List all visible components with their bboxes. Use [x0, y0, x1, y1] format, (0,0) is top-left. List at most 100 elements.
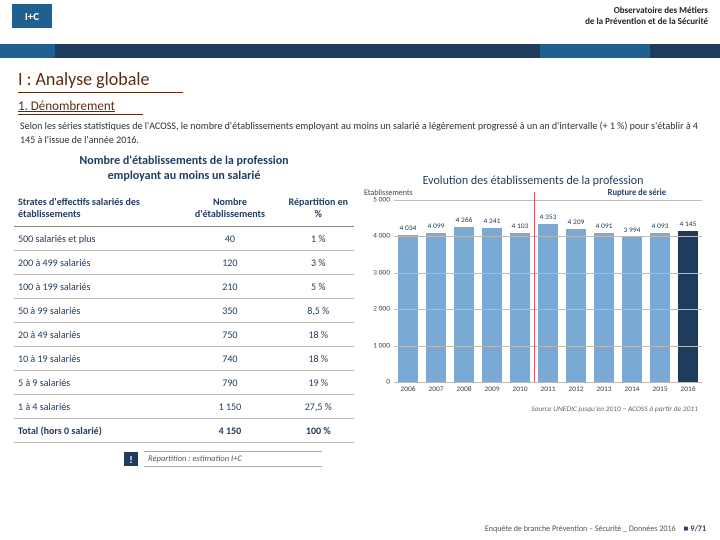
- bar: [650, 233, 671, 382]
- bar-value-label: 4 103: [512, 222, 529, 231]
- table-cell: 27,5 %: [283, 395, 354, 419]
- logo: I+C: [12, 4, 52, 28]
- table-cell: 1 150: [177, 395, 282, 419]
- x-tick: 2011: [540, 385, 555, 394]
- bar: [594, 233, 615, 382]
- table-cell: 500 salariés et plus: [14, 227, 177, 251]
- table-cell: 3 %: [283, 251, 354, 275]
- grid-line: [394, 382, 702, 383]
- table-col1: Strates d'effectifs salariés des établis…: [14, 192, 177, 227]
- table-row: 5 à 9 salariés79019 %: [14, 371, 354, 395]
- bar: [566, 229, 587, 382]
- bar-slot: 4 2662008: [450, 200, 478, 382]
- page-footer: Enquête de branche Prévention – Sécurité…: [0, 524, 720, 534]
- bar-slot: 4 3532011: [534, 200, 562, 382]
- bar-slot: 4 0342006: [394, 200, 422, 382]
- table-cell: 740: [177, 347, 282, 371]
- header: I+C Observatoire des Métiers de la Préve…: [0, 0, 720, 44]
- subsection-heading: 1. Dénombrement: [18, 99, 143, 115]
- bar-value-label: 4 353: [540, 213, 557, 222]
- bar: [482, 228, 503, 382]
- table-cell: 100 à 199 salariés: [14, 275, 177, 299]
- table-cell: 5 à 9 salariés: [14, 371, 177, 395]
- table-cell: 5 %: [283, 275, 354, 299]
- bar-slot: 4 0992007: [422, 200, 450, 382]
- bar-value-label: 4 034: [400, 224, 417, 233]
- bar-slot: 4 2412009: [478, 200, 506, 382]
- x-tick: 2016: [680, 385, 695, 394]
- bar-slot: 4 1032010: [506, 200, 534, 382]
- x-tick: 2010: [512, 385, 527, 394]
- chart-source: Source UNEDIC jusqu'en 2010 – ACOSS à pa…: [531, 405, 698, 414]
- y-tick: 0: [364, 378, 390, 387]
- bar-slot: 4 1452016: [674, 200, 702, 382]
- rupture-label: Rupture de série: [608, 188, 666, 198]
- bar: [678, 231, 699, 382]
- establishments-table: Strates d'effectifs salariés des établis…: [14, 192, 354, 443]
- table-panel: Nombre d'établissements de la profession…: [14, 154, 354, 467]
- table-cell: 50 à 99 salariés: [14, 299, 177, 323]
- color-stripe: [0, 44, 720, 58]
- y-tick: 2 000: [364, 305, 390, 314]
- x-tick: 2006: [400, 385, 415, 394]
- table-total-row: Total (hors 0 salarié)4 150100 %: [14, 419, 354, 443]
- bar-value-label: 4 091: [596, 222, 613, 231]
- table-cell: 790: [177, 371, 282, 395]
- table-cell: 100 %: [283, 419, 354, 443]
- table-cell: 4 150: [177, 419, 282, 443]
- bar-slot: 3 9942014: [618, 200, 646, 382]
- table-title: Nombre d'établissements de la profession…: [14, 154, 354, 184]
- table-row: 20 à 49 salariés75018 %: [14, 323, 354, 347]
- bar-value-label: 4 241: [484, 217, 501, 226]
- x-tick: 2013: [596, 385, 611, 394]
- x-tick: 2015: [652, 385, 667, 394]
- table-cell: 18 %: [283, 323, 354, 347]
- table-col2: Nombre d'établissements: [177, 192, 282, 227]
- bar: [426, 233, 447, 382]
- intro-paragraph: Selon les séries statistiques de l'ACOSS…: [20, 119, 700, 146]
- x-tick: 2009: [484, 385, 499, 394]
- y-tick: 3 000: [364, 268, 390, 277]
- bar: [454, 227, 475, 382]
- table-cell: 18 %: [283, 347, 354, 371]
- table-note: ! Répartition : estimation I+C: [124, 451, 354, 467]
- y-tick: 4 000: [364, 232, 390, 241]
- table-cell: 40: [177, 227, 282, 251]
- bar: [538, 224, 559, 382]
- footer-survey: Enquête de branche Prévention – Sécurité…: [485, 524, 676, 534]
- table-cell: 200 à 499 salariés: [14, 251, 177, 275]
- x-tick: 2007: [428, 385, 443, 394]
- footer-page: ■9/71: [684, 524, 706, 534]
- table-cell: 350: [177, 299, 282, 323]
- x-tick: 2014: [624, 385, 639, 394]
- grid-line: [394, 200, 702, 201]
- note-text: Répartition : estimation I+C: [144, 451, 322, 467]
- table-row: 1 à 4 salariés1 15027,5 %: [14, 395, 354, 419]
- y-tick: 5 000: [364, 196, 390, 205]
- bar-value-label: 4 099: [428, 222, 445, 231]
- chart-title: Evolution des établissements de la profe…: [360, 174, 706, 188]
- table-cell: 8,5 %: [283, 299, 354, 323]
- x-tick: 2008: [456, 385, 471, 394]
- bar-value-label: 4 209: [568, 218, 585, 227]
- table-row: 200 à 499 salariés1203 %: [14, 251, 354, 275]
- bar-chart: Etablissements Rupture de série 4 034200…: [364, 200, 702, 400]
- y-tick: 1 000: [364, 341, 390, 350]
- grid-line: [394, 309, 702, 310]
- table-cell: 750: [177, 323, 282, 347]
- table-cell: 10 à 19 salariés: [14, 347, 177, 371]
- bar-slot: 4 0932015: [646, 200, 674, 382]
- bar-value-label: 3 994: [624, 226, 641, 235]
- bar: [510, 233, 531, 382]
- table-row: 100 à 199 salariés2105 %: [14, 275, 354, 299]
- table-cell: 120: [177, 251, 282, 275]
- bar-value-label: 4 266: [456, 216, 473, 225]
- table-row: 10 à 19 salariés74018 %: [14, 347, 354, 371]
- x-tick: 2012: [568, 385, 583, 394]
- table-cell: Total (hors 0 salarié): [14, 419, 177, 443]
- bar-value-label: 4 093: [652, 222, 669, 231]
- table-row: 500 salariés et plus401 %: [14, 227, 354, 251]
- table-cell: 210: [177, 275, 282, 299]
- section-heading: I : Analyse globale: [18, 68, 183, 93]
- grid-line: [394, 346, 702, 347]
